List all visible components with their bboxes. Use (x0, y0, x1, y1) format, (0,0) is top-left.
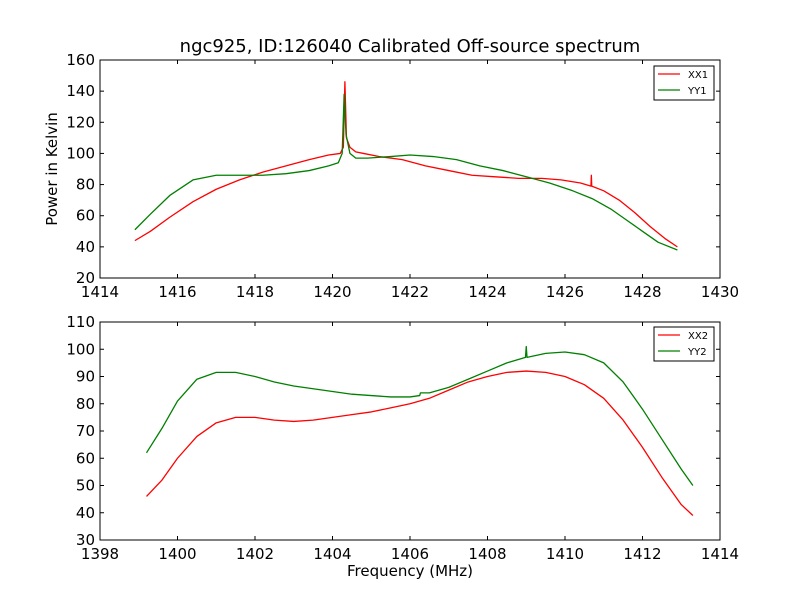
x-tick-label: 1412 (623, 545, 661, 563)
x-tick-label: 1400 (158, 545, 196, 563)
top-subplot: ngc925, ID:126040 Calibrated Off-source … (43, 36, 739, 301)
top-chart-title: ngc925, ID:126040 Calibrated Off-source … (180, 36, 641, 57)
series-line-yy2 (145, 345, 694, 486)
x-tick-label: 1402 (236, 545, 274, 563)
top-plot-area: 1414 1416 1418 1420 1422 1424 1426 1428 1430 20 40… (66, 51, 739, 301)
top-plot-frame (99, 59, 721, 279)
x-tick-label: 1428 (623, 283, 661, 301)
y-tick-label: 160 (66, 51, 95, 69)
bottom-plot-frame (99, 321, 721, 541)
y-tick-label: 30 (76, 531, 95, 549)
x-tick-label: 1430 (701, 283, 739, 301)
top-legend-box (653, 65, 715, 101)
y-tick-label: 100 (66, 340, 95, 358)
x-tick-label: 1414 (81, 283, 119, 301)
x-tick-label: 1404 (313, 545, 351, 563)
y-tick-label: 60 (76, 207, 95, 225)
top-legend: XX1 YY1 (653, 65, 715, 101)
y-tick-label: 50 (76, 477, 95, 495)
series-line-xx1 (134, 81, 678, 248)
y-tick-label: 80 (76, 395, 95, 413)
top-y-axis-label: Power in Kelvin (43, 112, 61, 226)
y-tick-label: 100 (66, 144, 95, 162)
y-tick-label: 110 (66, 313, 95, 331)
x-tick-label: 1426 (546, 283, 584, 301)
x-tick-label: 1422 (391, 283, 429, 301)
x-tick-label: 1408 (468, 545, 506, 563)
bottom-x-axis-label: Frequency (MHz) (347, 562, 473, 580)
y-tick-label: 90 (76, 368, 95, 386)
x-tick-label: 1398 (81, 545, 119, 563)
series-line-xx2 (146, 370, 694, 516)
legend-yy2-label: YY2 (687, 347, 707, 358)
legend-xx2-label: XX2 (688, 331, 708, 342)
bottom-subplot: Frequency (MHz) 1398 1400 1402 1404 1406 1408… (66, 313, 739, 580)
y-tick-label: 120 (66, 113, 95, 131)
x-tick-label: 1418 (236, 283, 274, 301)
y-tick-label: 80 (76, 176, 95, 194)
y-tick-label: 20 (76, 269, 95, 287)
series-line-yy1 (134, 93, 678, 251)
x-tick-label: 1416 (158, 283, 196, 301)
legend-yy1-label: YY1 (687, 86, 707, 97)
y-tick-label: 40 (76, 504, 95, 522)
x-tick-label: 1424 (468, 283, 506, 301)
bottom-plot-area: 1398 1400 1402 1404 1406 1408 1410 1412 1414 30 40… (66, 313, 739, 563)
bottom-legend-box (653, 326, 715, 362)
bottom-legend: XX2 YY2 (653, 326, 715, 362)
y-tick-label: 140 (66, 82, 95, 100)
y-tick-label: 60 (76, 449, 95, 467)
x-tick-label: 1420 (313, 283, 351, 301)
y-tick-label: 70 (76, 422, 95, 440)
x-tick-label: 1410 (546, 545, 584, 563)
x-tick-label: 1406 (391, 545, 429, 563)
y-tick-label: 40 (76, 238, 95, 256)
x-tick-label: 1414 (701, 545, 739, 563)
legend-xx1-label: XX1 (688, 70, 708, 81)
